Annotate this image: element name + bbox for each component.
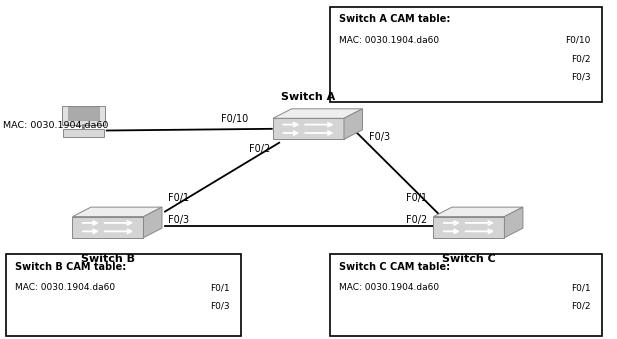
Text: Switch C CAM table:: Switch C CAM table: bbox=[339, 262, 450, 272]
Text: MAC: 0030.1904.da60: MAC: 0030.1904.da60 bbox=[3, 121, 109, 130]
Polygon shape bbox=[62, 106, 105, 125]
Text: F0/3: F0/3 bbox=[571, 73, 590, 82]
Polygon shape bbox=[68, 106, 99, 120]
Text: MAC: 0030.1904.da60: MAC: 0030.1904.da60 bbox=[15, 283, 115, 292]
Text: F0/1: F0/1 bbox=[571, 283, 590, 292]
Text: F0/1: F0/1 bbox=[210, 283, 230, 292]
Text: F0/2: F0/2 bbox=[571, 54, 590, 63]
Text: Switch C: Switch C bbox=[442, 254, 496, 264]
Polygon shape bbox=[63, 129, 104, 137]
Polygon shape bbox=[433, 217, 504, 238]
Polygon shape bbox=[344, 109, 363, 139]
Polygon shape bbox=[273, 118, 344, 139]
FancyBboxPatch shape bbox=[6, 254, 241, 336]
Text: F0/3: F0/3 bbox=[168, 216, 189, 225]
Text: F0/10: F0/10 bbox=[221, 114, 248, 124]
Polygon shape bbox=[273, 109, 363, 118]
Text: F0/2: F0/2 bbox=[571, 302, 590, 311]
Polygon shape bbox=[504, 207, 523, 238]
Text: F0/2: F0/2 bbox=[406, 216, 427, 225]
Text: F0/3: F0/3 bbox=[369, 132, 390, 142]
Text: Switch A: Switch A bbox=[281, 92, 336, 102]
Polygon shape bbox=[73, 207, 162, 217]
Text: F0/1: F0/1 bbox=[406, 194, 427, 203]
Text: Switch A CAM table:: Switch A CAM table: bbox=[339, 14, 451, 24]
Text: F0/2: F0/2 bbox=[249, 144, 270, 154]
Polygon shape bbox=[143, 207, 162, 238]
Text: MAC: 0030.1904.da60: MAC: 0030.1904.da60 bbox=[339, 283, 439, 292]
Polygon shape bbox=[433, 207, 523, 217]
Text: Switch B: Switch B bbox=[81, 254, 135, 264]
Text: F0/3: F0/3 bbox=[210, 302, 230, 311]
FancyBboxPatch shape bbox=[330, 7, 602, 102]
Text: F0/10: F0/10 bbox=[565, 36, 590, 45]
Polygon shape bbox=[73, 217, 143, 238]
Text: F0/1: F0/1 bbox=[168, 194, 189, 203]
FancyBboxPatch shape bbox=[330, 254, 602, 336]
Text: Switch B CAM table:: Switch B CAM table: bbox=[15, 262, 126, 272]
Text: MAC: 0030.1904.da60: MAC: 0030.1904.da60 bbox=[339, 36, 439, 45]
